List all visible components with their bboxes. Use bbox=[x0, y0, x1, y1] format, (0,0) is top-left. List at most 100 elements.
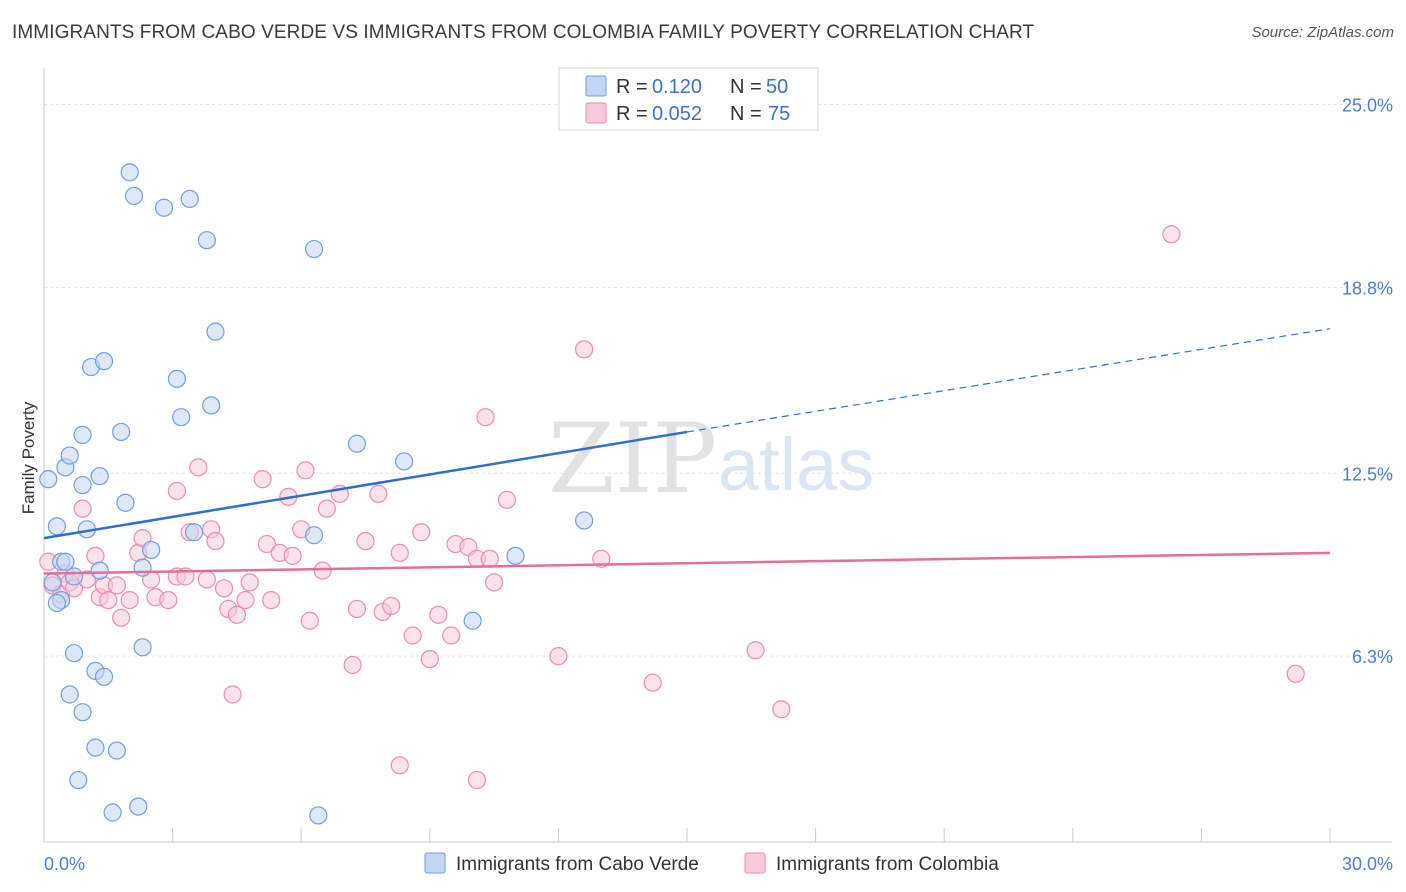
cabo-verde-point bbox=[304, 239, 324, 259]
cabo-verde-point bbox=[184, 523, 204, 542]
legend-n-value-2: 75 bbox=[768, 103, 790, 125]
colombia-point bbox=[112, 608, 131, 627]
cabo-verde-trend-line bbox=[43, 430, 688, 540]
cabo-verde-point bbox=[172, 408, 191, 427]
cabo-verde-point bbox=[575, 511, 594, 530]
colombia-point bbox=[549, 647, 568, 666]
cabo-verde-point bbox=[394, 452, 414, 471]
cabo-verde-point bbox=[90, 561, 109, 580]
colombia-point bbox=[467, 770, 487, 790]
cabo-verde-point bbox=[64, 567, 84, 586]
colombia-point bbox=[772, 700, 791, 719]
trend-lines bbox=[43, 328, 1331, 575]
cabo-verde-point bbox=[103, 803, 122, 822]
colombia-point bbox=[356, 531, 375, 551]
colombia-point bbox=[382, 596, 401, 616]
cabo-verde-point bbox=[206, 322, 225, 341]
legend-r-label-2: R = bbox=[616, 103, 648, 125]
colombia-point bbox=[206, 531, 225, 551]
cabo-verde-point bbox=[129, 797, 148, 816]
source-label: Source: ZipAtlas.com bbox=[1251, 24, 1394, 41]
cabo-verde-points bbox=[39, 163, 594, 825]
cabo-verde-point bbox=[347, 434, 367, 453]
cabo-verde-point bbox=[116, 493, 135, 512]
y-tick-label: 25.0% bbox=[1342, 96, 1393, 116]
chart-title: IMMIGRANTS FROM CABO VERDE VS IMMIGRANTS… bbox=[12, 22, 1035, 43]
cabo-verde-point bbox=[197, 231, 216, 250]
colombia-point bbox=[442, 626, 461, 645]
bottom-legend-swatch-colombia bbox=[744, 852, 766, 874]
watermark-zip: ZIP bbox=[548, 403, 717, 515]
colombia-point bbox=[227, 605, 246, 624]
colombia-point bbox=[403, 626, 422, 645]
legend-swatch-cabo-verde bbox=[585, 75, 607, 97]
cabo-verde-point bbox=[73, 425, 92, 444]
cabo-verde-point bbox=[304, 526, 324, 545]
bottom-legend-swatch-cabo-verde bbox=[424, 852, 446, 874]
cabo-verde-point bbox=[47, 593, 66, 613]
y-tick-label: 18.8% bbox=[1342, 278, 1393, 298]
colombia-point bbox=[369, 484, 388, 503]
cabo-verde-point bbox=[133, 558, 152, 577]
cabo-verde-point bbox=[142, 540, 161, 560]
colombia-point bbox=[253, 470, 272, 489]
colombia-point bbox=[480, 549, 499, 568]
legend-r-value-1: 0.120 bbox=[652, 76, 702, 98]
y-tick-label: 12.5% bbox=[1342, 464, 1393, 484]
cabo-verde-point bbox=[120, 163, 139, 182]
colombia-point bbox=[313, 561, 332, 580]
colombia-point bbox=[746, 641, 765, 660]
y-axis-label: Family Poverty bbox=[19, 401, 38, 514]
cabo-verde-point bbox=[90, 467, 109, 486]
cabo-verde-point bbox=[180, 189, 199, 208]
cabo-verde-point bbox=[73, 475, 92, 495]
cabo-verde-point bbox=[86, 738, 105, 757]
colombia-point bbox=[476, 408, 495, 427]
bottom-legend-label-cabo-verde: Immigrants from Cabo Verde bbox=[456, 854, 699, 875]
cabo-verde-point bbox=[64, 644, 84, 663]
colombia-point bbox=[159, 590, 178, 610]
cabo-verde-point bbox=[47, 517, 66, 536]
axes bbox=[43, 68, 1392, 843]
colombia-point bbox=[214, 579, 234, 598]
bottom-legend-label-colombia: Immigrants from Colombia bbox=[776, 854, 999, 875]
x-tick-label: 0.0% bbox=[44, 854, 85, 874]
grid-lines bbox=[44, 104, 1392, 657]
legend-n-label-1: N = bbox=[730, 76, 762, 98]
cabo-verde-point bbox=[60, 446, 79, 465]
tick-labels: 6.3% 12.5% 18.8% 25.0% 0.0% 30.0% bbox=[44, 96, 1393, 875]
cabo-verde-point bbox=[124, 186, 144, 206]
colombia-point bbox=[99, 590, 118, 610]
colombia-point bbox=[300, 611, 319, 630]
colombia-point bbox=[575, 340, 594, 359]
cabo-verde-point bbox=[463, 611, 482, 630]
watermark-atlas: atlas bbox=[718, 423, 874, 506]
colombia-point bbox=[236, 590, 255, 610]
colombia-point bbox=[107, 576, 126, 595]
bottom-legend: Immigrants from Cabo Verde Immigrants fr… bbox=[424, 852, 999, 875]
cabo-verde-point bbox=[112, 422, 131, 442]
colombia-point bbox=[73, 499, 92, 518]
colombia-point bbox=[257, 534, 277, 554]
cabo-verde-point bbox=[73, 703, 92, 722]
cabo-verde-point bbox=[202, 396, 221, 415]
colombia-point bbox=[1286, 664, 1305, 683]
colombia-point bbox=[643, 673, 662, 692]
cabo-verde-point bbox=[309, 806, 328, 825]
cabo-verde-point bbox=[69, 770, 88, 790]
colombia-point bbox=[390, 756, 409, 775]
colombia-point bbox=[120, 590, 139, 610]
colombia-trend-line bbox=[43, 551, 1331, 575]
cabo-verde-point bbox=[506, 546, 525, 565]
cabo-verde-point bbox=[94, 352, 114, 371]
colombia-point bbox=[497, 490, 517, 509]
colombia-point bbox=[412, 523, 431, 542]
cabo-verde-point bbox=[133, 638, 152, 657]
colombia-point bbox=[262, 590, 281, 610]
cabo-verde-point bbox=[60, 685, 79, 704]
colombia-point bbox=[223, 685, 242, 704]
cabo-verde-point bbox=[94, 667, 114, 686]
legend-n-label-2: N = bbox=[730, 103, 762, 125]
cabo-verde-trend-extension bbox=[686, 328, 1331, 433]
